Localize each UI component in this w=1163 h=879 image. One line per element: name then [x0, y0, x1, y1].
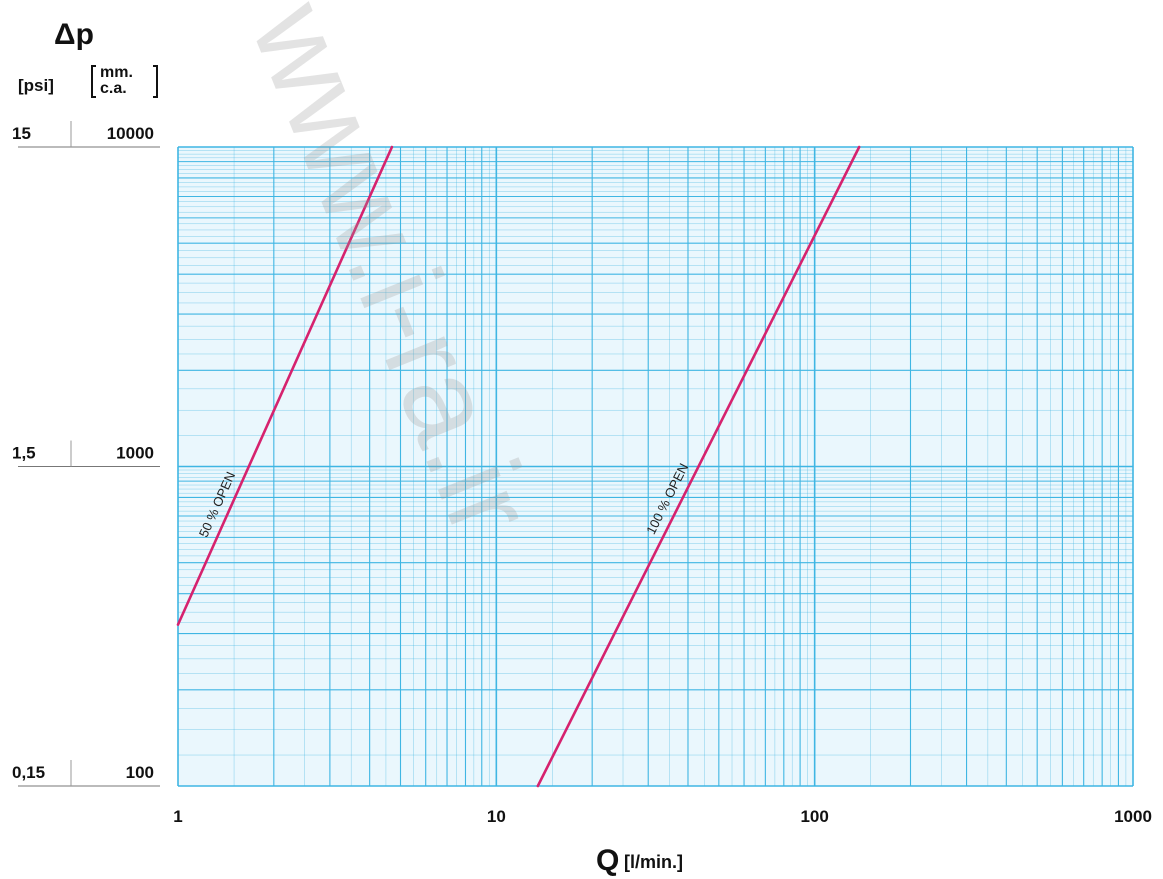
- y-tick-label-mm: 100: [126, 763, 154, 782]
- x-tick-label: 10: [487, 807, 506, 826]
- y-axis-unit-psi: [psi]: [18, 76, 54, 95]
- series-line-2: [536, 145, 861, 788]
- y-axis-unit-bracket-left: [91, 65, 96, 98]
- series-line-1: [176, 145, 394, 626]
- x-tick-label: 1: [173, 807, 182, 826]
- y-ticks: 100 0,15 1000 1,5 10000 15: [12, 121, 160, 787]
- y-axis-label: Δp: [54, 18, 94, 51]
- grid: [177, 146, 1134, 787]
- y-tick-label-psi: 15: [12, 124, 31, 143]
- y-tick-label-psi: 0,15: [12, 763, 45, 782]
- y-axis-unit-mm-line2: c.a.: [100, 80, 127, 97]
- y-axis-unit-bracket-right: [153, 65, 158, 98]
- y-tick-label-psi: 1,5: [12, 444, 36, 463]
- y-axis-unit-mm-line1: mm.: [100, 64, 133, 81]
- x-ticks: 1 10 100 1000: [173, 807, 1152, 826]
- y-tick-label-mm: 10000: [107, 124, 154, 143]
- x-axis-unit: [l/min.]: [624, 852, 683, 872]
- x-tick-label: 1000: [1114, 807, 1152, 826]
- x-tick-label: 100: [800, 807, 828, 826]
- y-tick-label-mm: 1000: [116, 444, 154, 463]
- x-axis-label: Q: [596, 844, 619, 877]
